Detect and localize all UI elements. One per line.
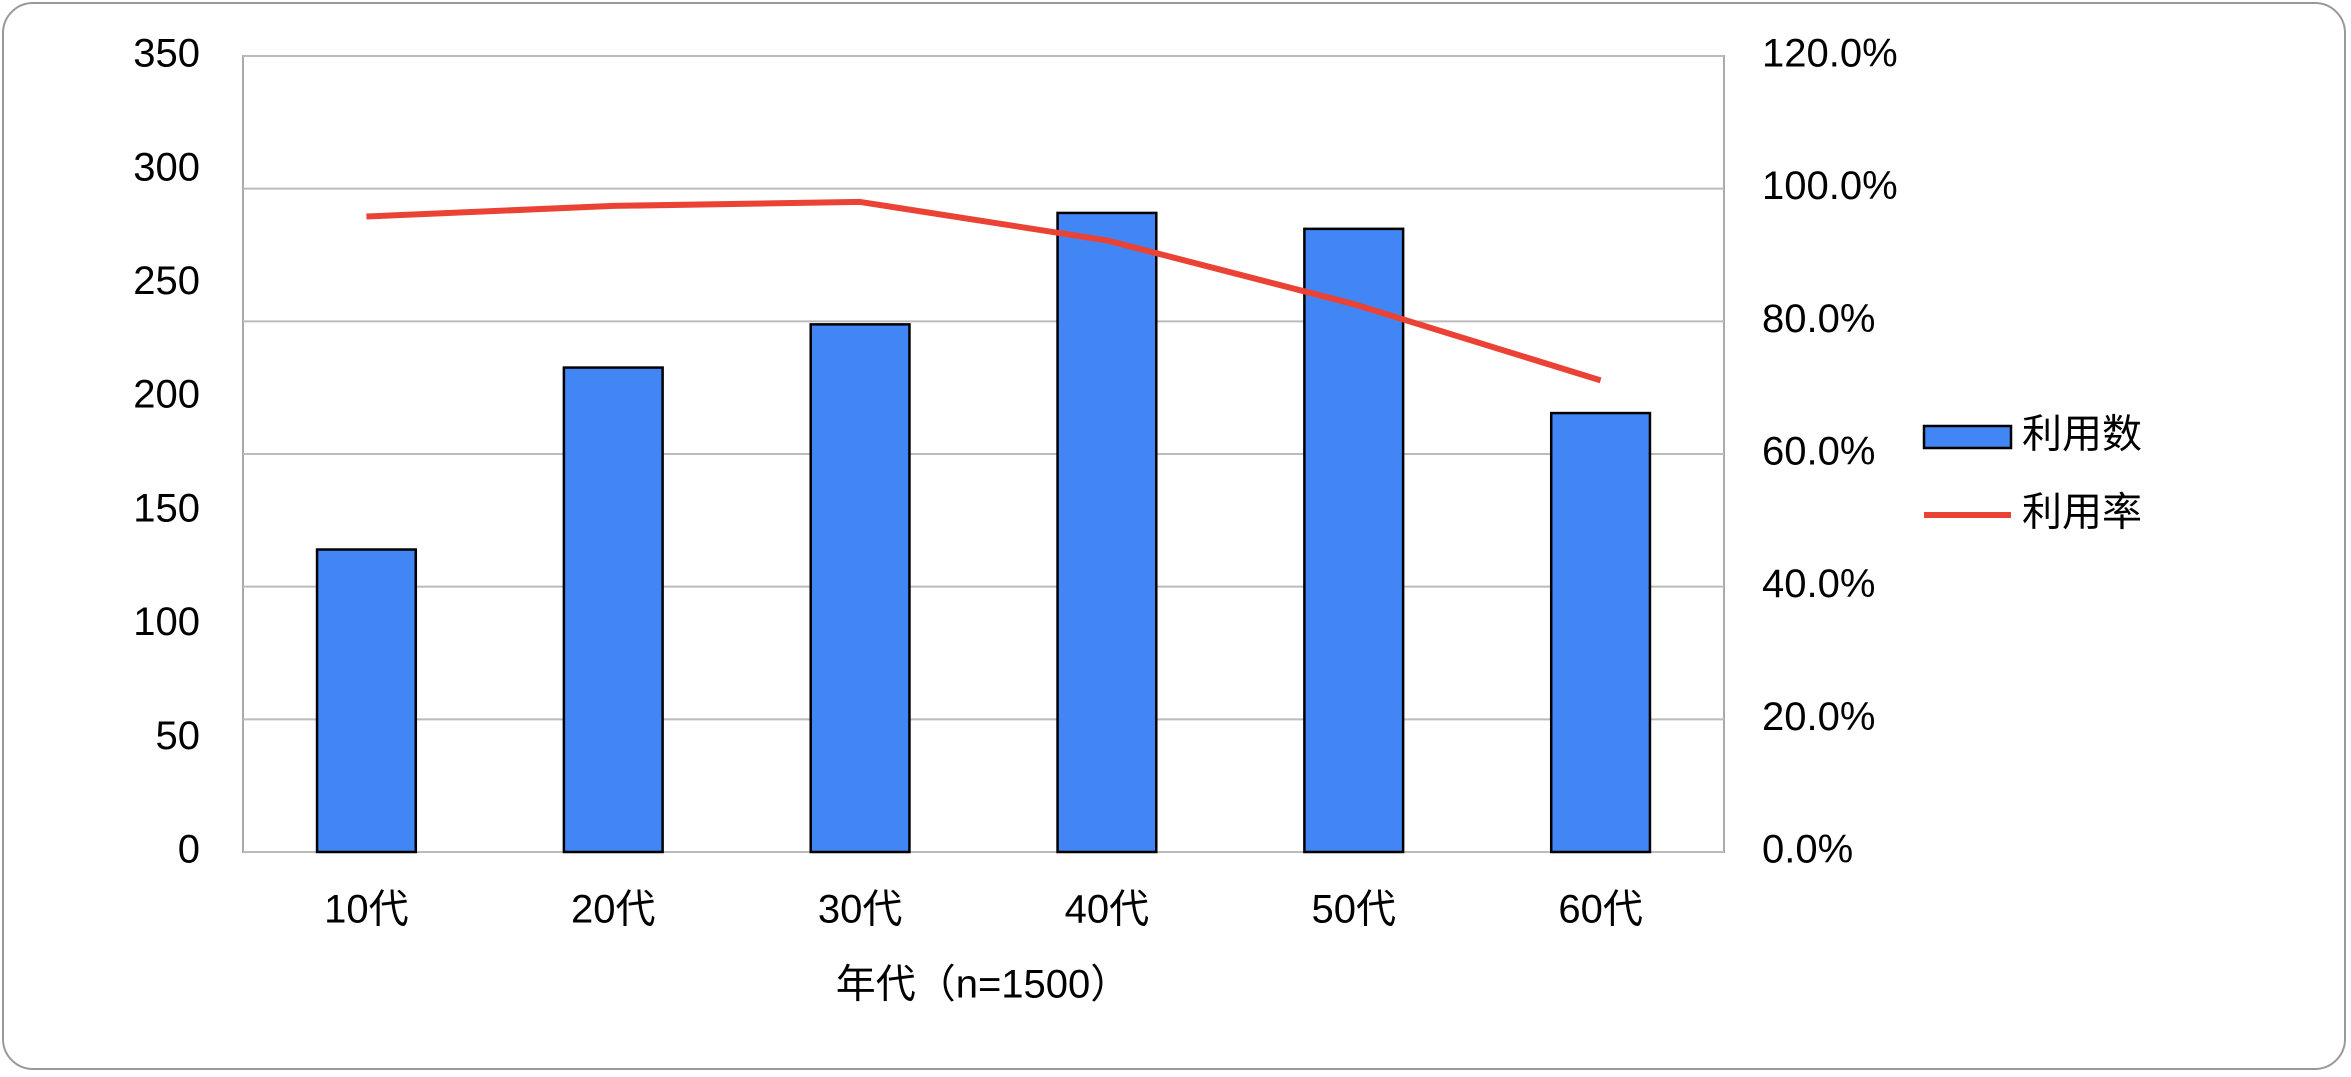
legend-label: 利用率 — [2022, 491, 2142, 535]
y-tick-label: 0 — [178, 828, 200, 872]
y-tick-label: 200 — [133, 373, 200, 417]
x-tick-label: 10代 — [324, 888, 409, 932]
x-tick-label: 30代 — [818, 888, 903, 932]
bar — [1056, 211, 1158, 854]
x-tick-label: 60代 — [1558, 888, 1643, 932]
y-tick-label: 50 — [156, 714, 201, 758]
y-tick-label: 300 — [133, 145, 200, 189]
bar — [1549, 411, 1652, 854]
bar — [562, 366, 664, 854]
y2-tick-label: 40.0% — [1762, 562, 1875, 606]
y2-tick-label: 80.0% — [1762, 297, 1875, 341]
x-tick-label: 20代 — [571, 888, 656, 932]
y2-tick-label: 60.0% — [1762, 430, 1875, 474]
line — [366, 198, 1602, 384]
y-tick-label: 150 — [133, 486, 200, 530]
y2-tick-label: 20.0% — [1762, 695, 1875, 739]
y-tick-label: 350 — [133, 32, 200, 76]
y-tick-label: 250 — [133, 259, 200, 303]
y2-tick-label: 100.0% — [1762, 164, 1898, 208]
y2-tick-label: 120.0% — [1762, 32, 1898, 76]
x-tick-label: 50代 — [1312, 888, 1397, 932]
bar — [315, 548, 418, 854]
y2-tick-label: 0.0% — [1762, 828, 1853, 872]
legend-swatch — [1922, 424, 2013, 450]
bar — [1303, 227, 1405, 854]
x-axis-title: 年代（n=1500） — [836, 963, 1131, 1007]
legend-label: 利用数 — [2022, 413, 2142, 457]
x-tick-label: 40代 — [1065, 888, 1150, 932]
bar — [809, 323, 911, 854]
y-tick-label: 100 — [133, 600, 200, 644]
